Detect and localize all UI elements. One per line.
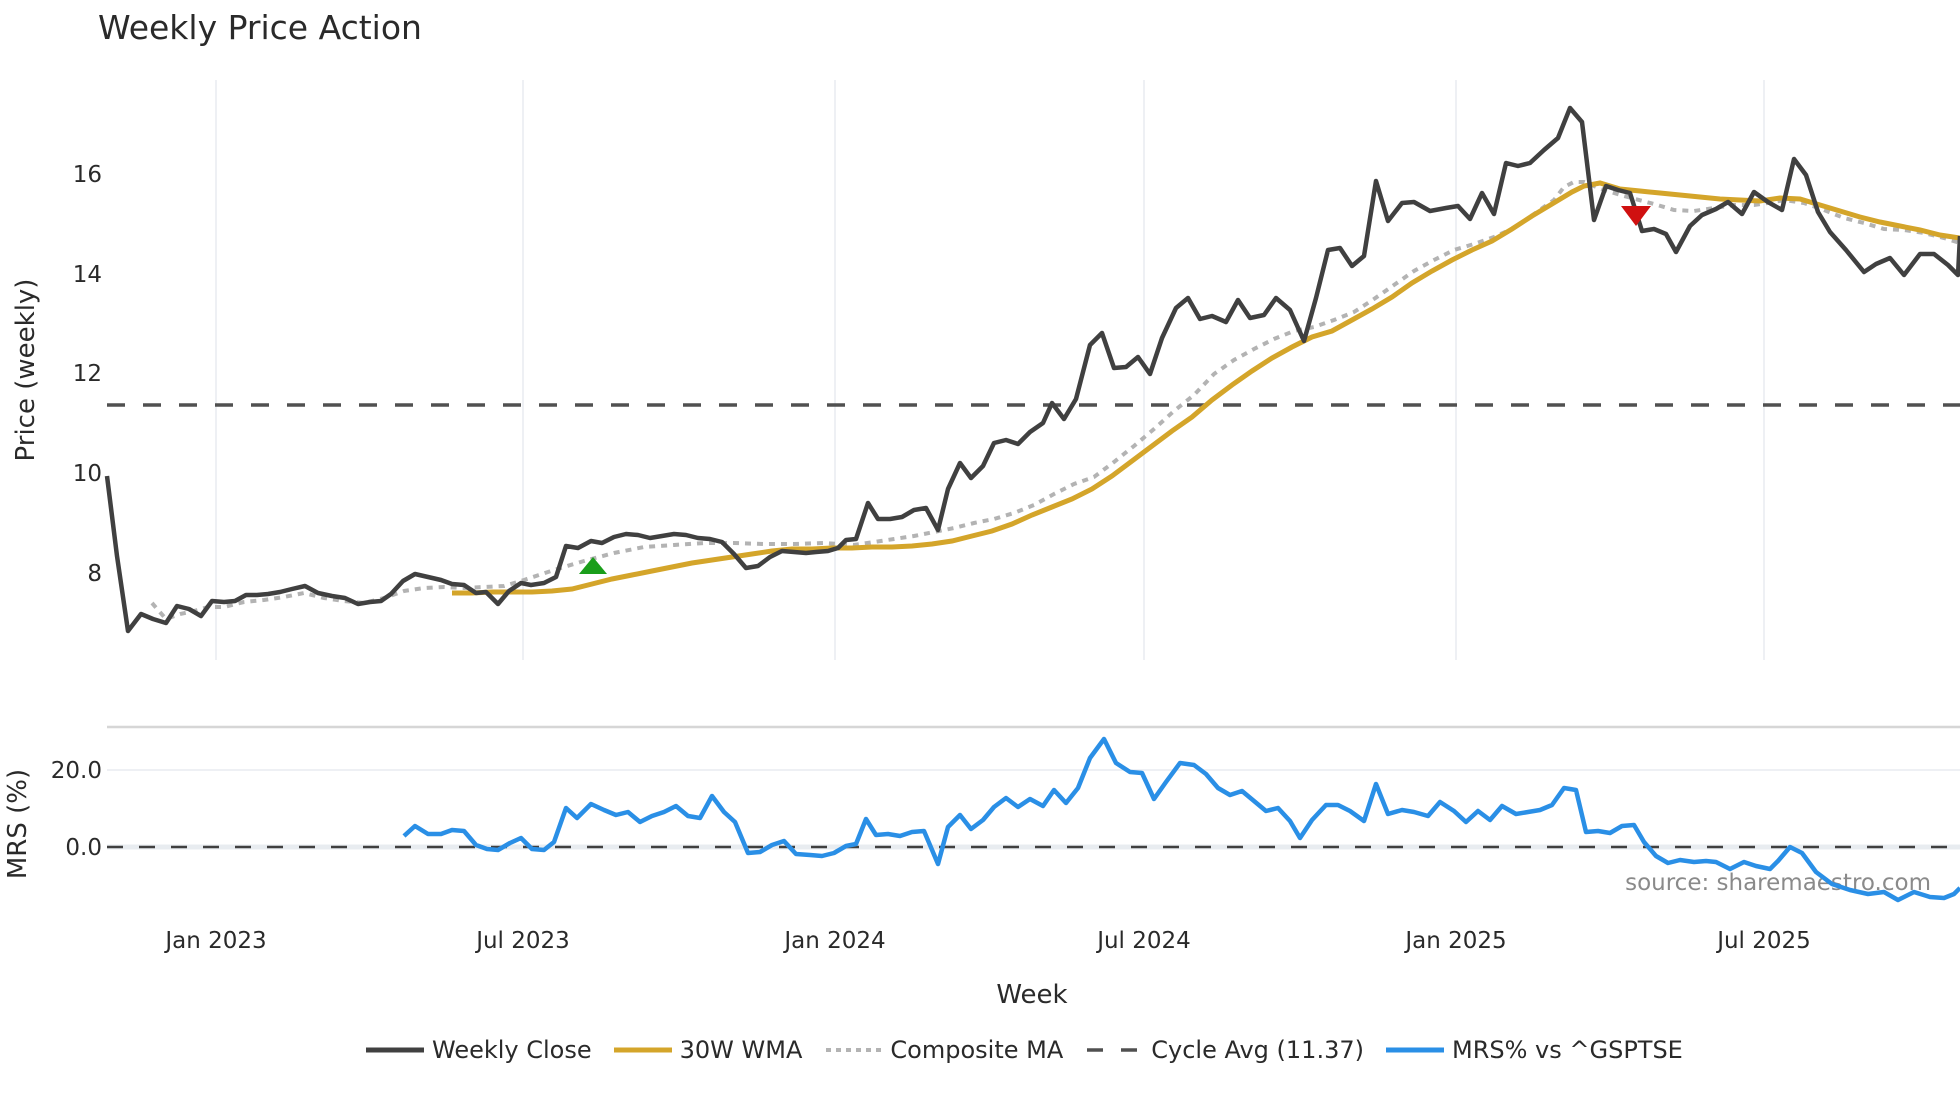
xtick-jan-2025: Jan 2025 (1403, 928, 1506, 954)
mrs-ytick-20: 20.0 (51, 758, 102, 784)
mrs-ytick-0: 0.0 (65, 835, 102, 861)
mrs-ylabel: MRS (%) (3, 769, 33, 879)
legend-item-weekly-close[interactable]: Weekly Close (366, 1036, 592, 1064)
xtick-jan-2024: Jan 2024 (782, 928, 885, 954)
chart-legend: Weekly Close 30W WMA Composite MA Cycle … (366, 1036, 1705, 1064)
price-ytick-8: 8 (87, 561, 102, 587)
legend-item-cycle-avg[interactable]: Cycle Avg (11.37) (1085, 1036, 1364, 1064)
price-ytick-10: 10 (73, 461, 102, 487)
mrs-line (402, 736, 1960, 903)
xtick-jul-2025: Jul 2025 (1715, 928, 1811, 954)
legend-label: Cycle Avg (11.37) (1151, 1036, 1364, 1064)
solid-line-swatch-icon (366, 1047, 424, 1053)
legend-item-mrs[interactable]: MRS% vs ^GSPTSE (1385, 1036, 1683, 1064)
blue-line-swatch-icon (1385, 1047, 1444, 1053)
price-ytick-12: 12 (73, 361, 102, 387)
wma-line (452, 180, 1960, 596)
legend-label: MRS% vs ^GSPTSE (1451, 1036, 1683, 1064)
legend-label: 30W WMA (679, 1036, 803, 1064)
dotted-line-swatch-icon (826, 1048, 883, 1052)
legend-label: Weekly Close (432, 1036, 592, 1064)
xtick-jan-2023: Jan 2023 (163, 928, 266, 954)
weekly-close-line (104, 105, 1960, 634)
dashed-line-swatch-icon (1087, 1048, 1144, 1052)
buy-signal-marker (579, 557, 607, 574)
sell-signal-marker (1621, 206, 1651, 226)
price-ytick-14: 14 (73, 262, 102, 288)
price-ytick-16: 16 (73, 162, 102, 188)
xtick-jul-2023: Jul 2023 (474, 928, 570, 954)
price-ylabel: Price (weekly) (11, 279, 41, 462)
xtick-jul-2024: Jul 2024 (1095, 928, 1191, 954)
composite-ma-line (150, 180, 1960, 622)
price-gridlines (215, 80, 1765, 660)
legend-label: Composite MA (890, 1036, 1064, 1064)
gold-line-swatch-icon (613, 1047, 672, 1053)
legend-item-30w-wma[interactable]: 30W WMA (613, 1036, 803, 1064)
legend-item-composite-ma[interactable]: Composite MA (824, 1036, 1063, 1064)
chart-title: Weekly Price Action (98, 8, 422, 47)
x-axis-title: Week (996, 980, 1067, 1010)
